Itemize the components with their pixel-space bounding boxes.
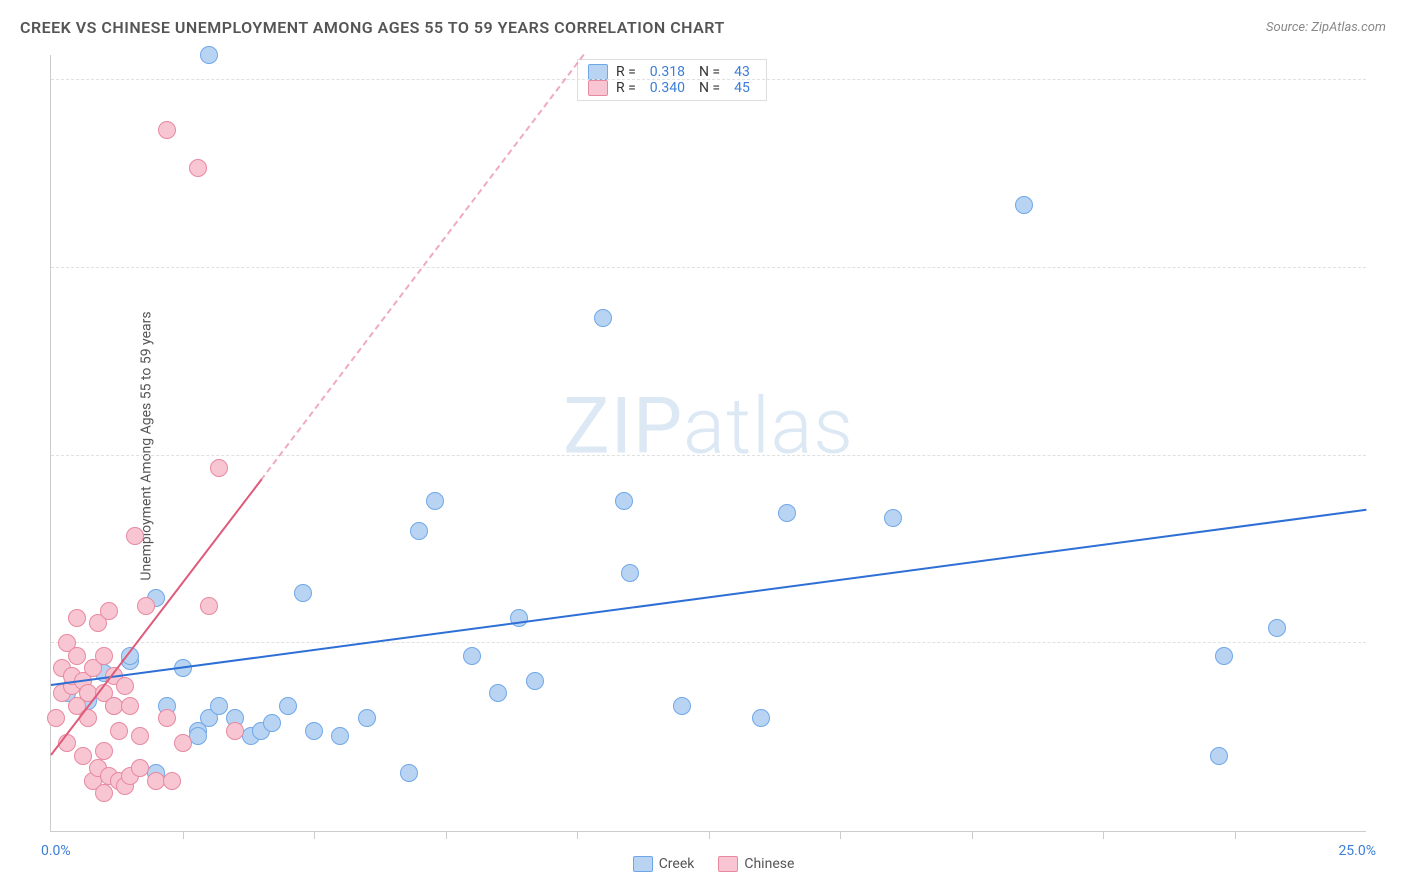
chinese-point <box>226 722 244 740</box>
swatch-creek <box>588 64 608 80</box>
creek-point <box>279 697 297 715</box>
chinese-point <box>200 597 218 615</box>
n-label: N = <box>699 80 720 96</box>
creek-point <box>884 509 902 527</box>
chinese-point <box>137 597 155 615</box>
creek-point <box>263 714 281 732</box>
legend-row-chinese: R = 0.340 N = 45 <box>588 80 756 96</box>
creek-point <box>594 309 612 327</box>
chinese-point <box>74 747 92 765</box>
chinese-point <box>131 727 149 745</box>
chinese-point <box>174 734 192 752</box>
scatter-plot-area: ZIPatlas R = 0.318 N = 43 R = 0.340 N = … <box>50 55 1366 832</box>
chinese-point <box>121 697 139 715</box>
chinese-point <box>210 459 228 477</box>
chinese-r-value: 0.340 <box>650 80 685 96</box>
gridline <box>51 455 1366 456</box>
swatch-creek <box>633 856 653 872</box>
creek-point <box>526 672 544 690</box>
x-tick <box>709 831 710 839</box>
chinese-point <box>68 647 86 665</box>
swatch-chinese <box>718 856 738 872</box>
series-legend: Creek Chinese <box>633 856 795 872</box>
creek-point <box>1215 647 1233 665</box>
creek-point <box>410 522 428 540</box>
n-label: N = <box>699 64 720 80</box>
chinese-point <box>158 709 176 727</box>
creek-point <box>189 727 207 745</box>
y-tick-label: 22.5% <box>1376 260 1406 276</box>
creek-point <box>400 764 418 782</box>
chinese-point <box>95 784 113 802</box>
creek-point <box>621 564 639 582</box>
creek-point <box>331 727 349 745</box>
r-label: R = <box>616 80 636 96</box>
gridline <box>51 642 1366 643</box>
x-tick <box>183 831 184 839</box>
chinese-point <box>100 602 118 620</box>
x-tick <box>1103 831 1104 839</box>
r-label: R = <box>616 64 636 80</box>
creek-point <box>294 584 312 602</box>
source-attribution: Source: ZipAtlas.com <box>1266 20 1386 35</box>
creek-point <box>358 709 376 727</box>
x-tick <box>577 831 578 839</box>
chinese-point <box>158 121 176 139</box>
x-tick <box>972 831 973 839</box>
creek-point <box>778 504 796 522</box>
creek-point <box>426 492 444 510</box>
creek-point <box>1210 747 1228 765</box>
chinese-point <box>68 609 86 627</box>
chinese-point <box>189 159 207 177</box>
chinese-point <box>47 709 65 727</box>
chinese-point <box>95 647 113 665</box>
creek-r-value: 0.318 <box>650 64 685 80</box>
creek-point <box>210 697 228 715</box>
creek-n-value: 43 <box>734 64 750 80</box>
creek-point <box>1268 619 1286 637</box>
x-axis-max-label: 25.0% <box>1338 843 1376 859</box>
legend-label-chinese: Chinese <box>744 856 794 872</box>
x-tick <box>314 831 315 839</box>
x-axis-origin-label: 0.0% <box>41 843 71 859</box>
creek-point <box>510 609 528 627</box>
creek-point <box>489 684 507 702</box>
legend-item-creek: Creek <box>633 856 695 872</box>
chinese-point <box>131 759 149 777</box>
x-tick <box>840 831 841 839</box>
legend-label-creek: Creek <box>659 856 695 872</box>
creek-point <box>1015 196 1033 214</box>
creek-point <box>752 709 770 727</box>
y-tick-label: 15.0% <box>1376 448 1406 464</box>
chinese-point <box>163 772 181 790</box>
watermark: ZIPatlas <box>563 382 854 473</box>
chart-title: CREEK VS CHINESE UNEMPLOYMENT AMONG AGES… <box>20 18 725 37</box>
legend-row-creek: R = 0.318 N = 43 <box>588 64 756 80</box>
creek-point <box>305 722 323 740</box>
chinese-point <box>126 527 144 545</box>
creek-point <box>673 697 691 715</box>
legend-item-chinese: Chinese <box>718 856 794 872</box>
gridline <box>51 79 1366 80</box>
swatch-chinese <box>588 80 608 96</box>
creek-trendline <box>51 509 1366 686</box>
gridline <box>51 267 1366 268</box>
chinese-point <box>95 742 113 760</box>
chinese-n-value: 45 <box>734 80 750 96</box>
x-tick <box>446 831 447 839</box>
chinese-point <box>110 722 128 740</box>
y-tick-label: 30.0% <box>1376 72 1406 88</box>
y-tick-label: 7.5% <box>1376 635 1406 651</box>
creek-point <box>463 647 481 665</box>
chinese-point <box>116 677 134 695</box>
x-tick <box>1235 831 1236 839</box>
creek-point <box>615 492 633 510</box>
creek-point <box>200 46 218 64</box>
